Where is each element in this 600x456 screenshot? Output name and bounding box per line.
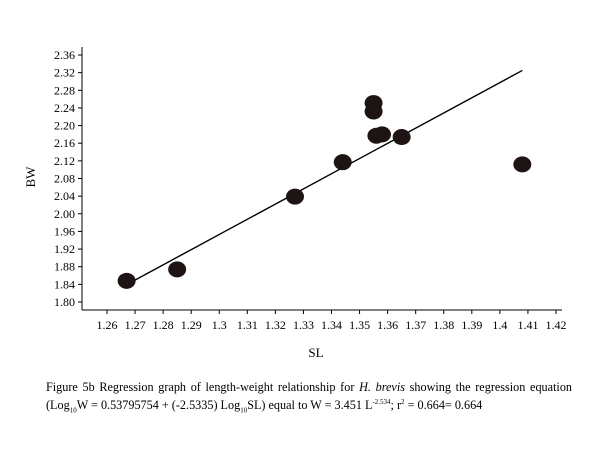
y-tick-label: 2.36: [54, 48, 75, 62]
data-point: [513, 156, 532, 173]
x-tick-label: 1.4: [492, 318, 507, 332]
x-tick-label: 1.27: [125, 318, 146, 332]
x-tick-label: 1.31: [237, 318, 258, 332]
data-point: [168, 261, 187, 278]
regression-chart: 1.80 1.84 1.88 1.92 1.96 2.00 2.04 2.08 2.12 2.16…: [23, 47, 567, 360]
y-tick-label: 1.88: [54, 260, 75, 274]
tick-labels: 1.80 1.84 1.88 1.92 1.96 2.00 2.04 2.08 2.12 2.16…: [54, 48, 567, 332]
trendline-layer: [123, 69, 523, 287]
x-tick-label: 1.35: [349, 318, 370, 332]
axes: [78, 47, 562, 314]
caption-text-1: Figure 5b Regression graph of length-wei…: [46, 380, 360, 394]
caption-text-3: W = 0.53795754 + (-2.5335) Log: [76, 398, 241, 412]
y-axis-label: BW: [23, 166, 38, 188]
caption-text-4: SL) equal to W = 3.451 L: [247, 398, 373, 412]
x-tick-label: 1.37: [405, 318, 426, 332]
x-tick-label: 1.28: [153, 318, 174, 332]
y-tick-label: 2.08: [54, 172, 75, 186]
x-tick-label: 1.26: [97, 318, 118, 332]
caption-species: H. brevis: [359, 380, 405, 394]
y-tick-label: 1.96: [54, 224, 75, 238]
x-tick-label: 1.39: [461, 318, 482, 332]
data-point: [286, 188, 305, 205]
y-tick-label: 2.32: [54, 66, 75, 80]
y-tick-label: 2.20: [54, 119, 75, 133]
figure-caption: Figure 5b Regression graph of length-wei…: [46, 378, 572, 414]
x-tick-label: 1.38: [433, 318, 454, 332]
x-axis-label: SL: [308, 345, 323, 360]
x-tick-label: 1.34: [321, 318, 342, 332]
y-tick-label: 2.28: [54, 83, 75, 97]
y-tick-label: 1.92: [54, 242, 75, 256]
data-point: [392, 129, 411, 146]
data-point: [333, 154, 352, 171]
y-tick-label: 1.84: [54, 277, 75, 291]
caption-sub-1: 10: [69, 406, 77, 415]
x-tick-label: 1.32: [265, 318, 286, 332]
data-points: [117, 95, 532, 289]
x-tick-label: 1.3: [212, 318, 227, 332]
caption-sup-1: -2.534: [372, 397, 391, 406]
caption-sub-2: 10: [240, 406, 248, 415]
x-tick-label: 1.29: [181, 318, 202, 332]
y-tick-label: 1.80: [54, 295, 75, 309]
y-tick-label: 2.00: [54, 207, 75, 221]
y-tick-label: 2.04: [54, 189, 75, 203]
y-tick-label: 2.16: [54, 136, 75, 150]
x-tick-label: 1.41: [517, 318, 538, 332]
regression-line: [123, 69, 523, 287]
caption-sup-2: 2: [401, 397, 405, 406]
x-tick-label: 1.36: [377, 318, 398, 332]
y-tick-label: 2.12: [54, 154, 75, 168]
data-point: [117, 272, 136, 289]
y-tick-label: 2.24: [54, 101, 75, 115]
caption-text-5: ; r: [390, 398, 402, 412]
x-tick-label: 1.42: [546, 318, 567, 332]
data-point: [373, 126, 392, 143]
caption-text-6: = 0.664= 0.664: [404, 398, 483, 412]
caption-text-2: showing the regression equation (Log: [46, 380, 573, 412]
x-tick-label: 1.33: [293, 318, 314, 332]
data-point: [364, 103, 383, 120]
